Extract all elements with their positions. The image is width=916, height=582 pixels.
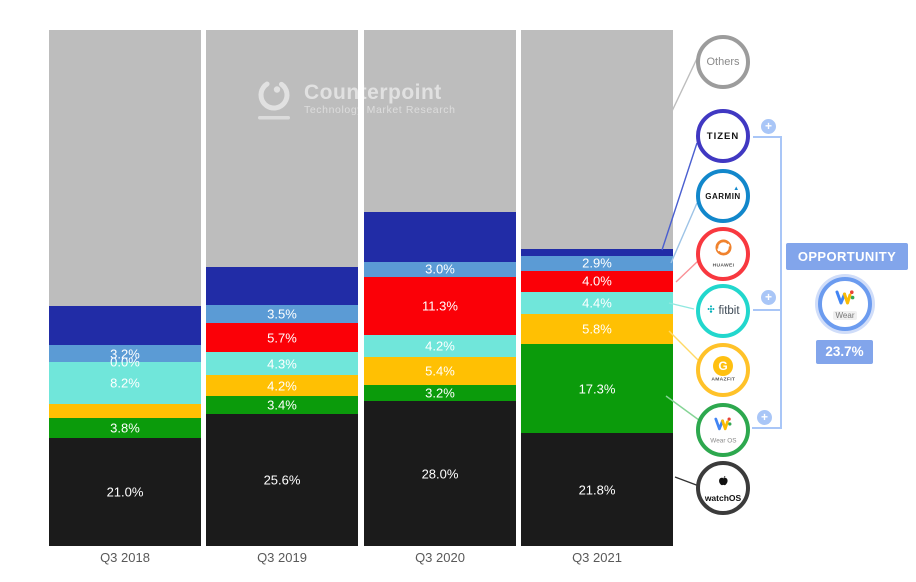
legend-label: Wear OS [709,436,737,444]
x-axis-label: Q3 2020 [415,550,465,565]
legend-item-amazfit: G AMAZFIT [696,343,750,397]
bar-segment-tizen [49,306,201,346]
bar-segment-amazfit [49,404,201,418]
bar-segment-huawei [364,277,516,336]
bar-segment-garmin [521,256,673,271]
bar-segment-fitbit [521,291,673,315]
bar-q3-2021: 2.9% 4.0% 4.4% 5.8% 17.3% 21.8% [521,30,673,546]
bar-q3-2018: 3.2% 0.0% 8.2% 3.8% 21.0% [49,30,201,546]
legend-item-tizen: TIZEN [696,109,750,163]
bar-segment-amazfit [521,314,673,345]
bar-segment-huawei [206,323,358,353]
bar-segment-garmin [364,261,516,278]
legend-label: HUAWEI [712,261,734,268]
x-axis-label: Q3 2019 [257,550,307,565]
bar-segment-tizen [364,211,516,262]
bar-segment-others [206,30,358,267]
bar-segment-amazfit [364,357,516,385]
bar-q3-2019: 3.5% 5.7% 4.3% 4.2% 3.4% 25.6% [206,30,358,546]
bar-segment-watchos [206,413,358,546]
plus-icon: + [761,119,776,134]
legend-label: watchOS [704,492,742,503]
wear-label: Wear [832,310,858,320]
wear-os-logo-icon [714,416,732,436]
bar-segment-tizen [521,248,673,256]
legend-label: fitbit [718,305,740,317]
bar-segment-fitbit [49,361,201,405]
plus-icon: + [757,410,772,425]
bar-segment-amazfit [206,374,358,397]
opportunity-value: 23.7% [816,340,873,364]
garmin-delta-icon: ▲ [733,185,740,192]
bar-segment-tizen [206,266,358,306]
bar-segment-wear-os [49,417,201,438]
x-axis-label: Q3 2018 [100,550,150,565]
wear-os-highlight-circle: Wear [818,277,872,331]
bar-segment-watchos [364,401,516,546]
legend-label: TIZEN [706,130,740,142]
bar-segment-watchos [521,433,673,546]
bar-segment-wear-os [364,384,516,402]
legend-item-huawei: HUAWEI [696,227,750,281]
bar-segment-watchos [49,437,201,546]
bar-q3-2020: 3.0% 11.3% 4.2% 5.4% 3.2% 28.0% [364,30,516,546]
bar-segment-wear-os [521,344,673,434]
legend-label: AMAZFIT [711,375,735,382]
bar-segment-others [521,30,673,249]
legend-label: GARMIN ▲ [705,185,741,201]
legend-item-others: Others [696,35,750,89]
huawei-swirl-icon [714,238,733,262]
plus-icon: + [761,290,776,305]
bar-segment-others [364,30,516,212]
bar-segment-garmin [206,305,358,324]
x-axis-label: Q3 2021 [572,550,622,565]
bar-segment-others [49,30,201,307]
legend-item-garmin: GARMIN ▲ [696,169,750,223]
amazfit-logo-icon: G [713,355,733,376]
bar-segment-wear-os [206,396,358,414]
bar-segment-garmin [49,345,201,362]
legend-item-wearos: Wear OS [696,403,750,457]
opportunity-badge: OPPORTUNITY [786,243,908,270]
fitbit-dots-icon [706,304,716,318]
legend-label: Others [706,56,740,68]
bar-segment-fitbit [364,335,516,358]
wear-os-logo-icon [835,289,855,310]
bar-segment-fitbit [206,352,358,375]
apple-logo-icon [717,474,730,493]
legend-item-fitbit: fitbit [696,284,750,338]
bar-segment-huawei [521,270,673,292]
legend-item-watchos: watchOS [696,461,750,515]
